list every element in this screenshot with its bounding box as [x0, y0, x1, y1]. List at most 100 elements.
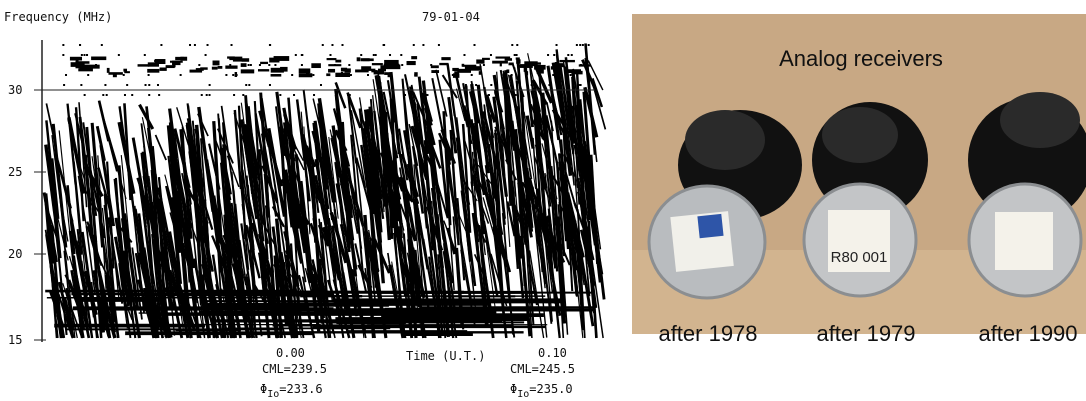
- texture-stroke: [532, 62, 541, 65]
- texture-stroke: [241, 58, 250, 62]
- texture-stroke: [289, 184, 307, 283]
- texture-stroke: [438, 139, 450, 217]
- texture-stroke: [563, 66, 575, 143]
- texture-stroke: [407, 206, 417, 242]
- texture-stroke: [144, 84, 147, 86]
- texture-stroke: [178, 235, 189, 300]
- texture-stroke: [232, 74, 235, 76]
- texture-stroke: [108, 207, 120, 300]
- texture-stroke: [85, 226, 96, 294]
- texture-stroke: [123, 94, 126, 96]
- texture-stroke: [554, 64, 557, 66]
- texture-stroke: [430, 65, 439, 69]
- texture-stroke: [463, 54, 466, 56]
- texture-stroke: [461, 63, 465, 67]
- texture-stroke: [377, 73, 388, 200]
- texture-stroke: [506, 69, 510, 74]
- texture-stroke: [502, 74, 505, 76]
- texture-stroke: [344, 68, 351, 73]
- texture-stroke: [175, 56, 184, 61]
- texture-stroke: [66, 185, 76, 255]
- lid-label: [995, 212, 1053, 270]
- texture-stroke: [390, 160, 404, 192]
- phi-io: ΦIo=235.0: [510, 382, 573, 400]
- texture-stroke: [411, 145, 425, 214]
- time-tick: 0.00: [276, 346, 305, 360]
- texture-stroke: [206, 44, 209, 46]
- texture-stroke: [520, 184, 533, 238]
- texture-stroke: [439, 62, 449, 66]
- phi-value: =233.6: [279, 382, 322, 396]
- texture-stroke: [515, 54, 518, 56]
- texture-stroke: [291, 74, 294, 76]
- texture-stroke: [550, 66, 561, 70]
- texture-stroke: [339, 224, 354, 276]
- texture-stroke: [355, 69, 369, 73]
- texture-stroke: [485, 94, 497, 123]
- texture-stroke: [524, 68, 534, 128]
- texture-stroke: [51, 123, 68, 248]
- texture-stroke: [307, 72, 310, 77]
- texture-stroke: [346, 92, 362, 129]
- texture-stroke: [235, 74, 238, 76]
- texture-stroke: [406, 61, 416, 66]
- texture-stroke: [514, 94, 517, 96]
- texture-stroke: [403, 74, 419, 133]
- texture-stroke: [355, 157, 373, 213]
- texture-stroke: [516, 59, 521, 64]
- texture-stroke: [438, 204, 454, 284]
- texture-stroke: [82, 186, 100, 213]
- texture-stroke: [77, 175, 89, 237]
- texture-stroke: [86, 54, 89, 56]
- texture-stroke: [400, 177, 417, 277]
- texture-stroke: [66, 103, 77, 185]
- texture-stroke: [567, 54, 570, 56]
- texture-stroke: [528, 177, 545, 234]
- texture-stroke: [414, 74, 417, 76]
- texture-stroke: [534, 64, 546, 70]
- texture-stroke: [141, 117, 157, 183]
- texture-stroke: [291, 139, 304, 162]
- texture-stroke: [389, 71, 401, 155]
- phi-value: =235.0: [529, 382, 572, 396]
- texture-stroke: [226, 155, 240, 188]
- texture-stroke: [455, 88, 466, 122]
- texture-stroke: [176, 107, 190, 146]
- texture-stroke: [97, 100, 110, 142]
- texture-stroke: [168, 108, 178, 159]
- texture-stroke: [509, 182, 521, 263]
- texture-stroke: [340, 67, 348, 72]
- texture-stroke: [241, 203, 256, 300]
- texture-stroke: [213, 195, 231, 288]
- texture-stroke: [508, 62, 514, 66]
- texture-stroke: [513, 54, 516, 56]
- texture-stroke: [168, 269, 178, 293]
- texture-stroke: [546, 65, 561, 141]
- texture-stroke: [86, 226, 100, 266]
- texture-stroke: [131, 137, 150, 225]
- texture-stroke: [451, 74, 454, 76]
- texture-stroke: [152, 297, 169, 339]
- texture-stroke: [215, 223, 225, 339]
- texture-stroke: [87, 74, 90, 76]
- texture-stroke: [471, 125, 491, 207]
- texture-stroke: [280, 66, 288, 72]
- texture-stroke: [44, 193, 55, 264]
- time-label: Time (U.T.): [406, 349, 485, 363]
- texture-stroke: [347, 94, 358, 164]
- texture-stroke: [230, 44, 233, 46]
- texture-stroke: [411, 56, 418, 60]
- texture-stroke: [495, 56, 511, 59]
- texture-stroke: [475, 84, 478, 86]
- texture-stroke: [123, 68, 128, 72]
- texture-stroke: [415, 196, 424, 270]
- texture-stroke: [192, 166, 204, 301]
- texture-stroke: [350, 110, 367, 189]
- texture-stroke: [350, 134, 364, 272]
- phi-io: ΦIo=233.6: [260, 382, 323, 400]
- texture-stroke: [550, 120, 561, 254]
- texture-stroke: [238, 121, 255, 251]
- texture-stroke: [148, 94, 151, 96]
- texture-stroke: [559, 59, 575, 63]
